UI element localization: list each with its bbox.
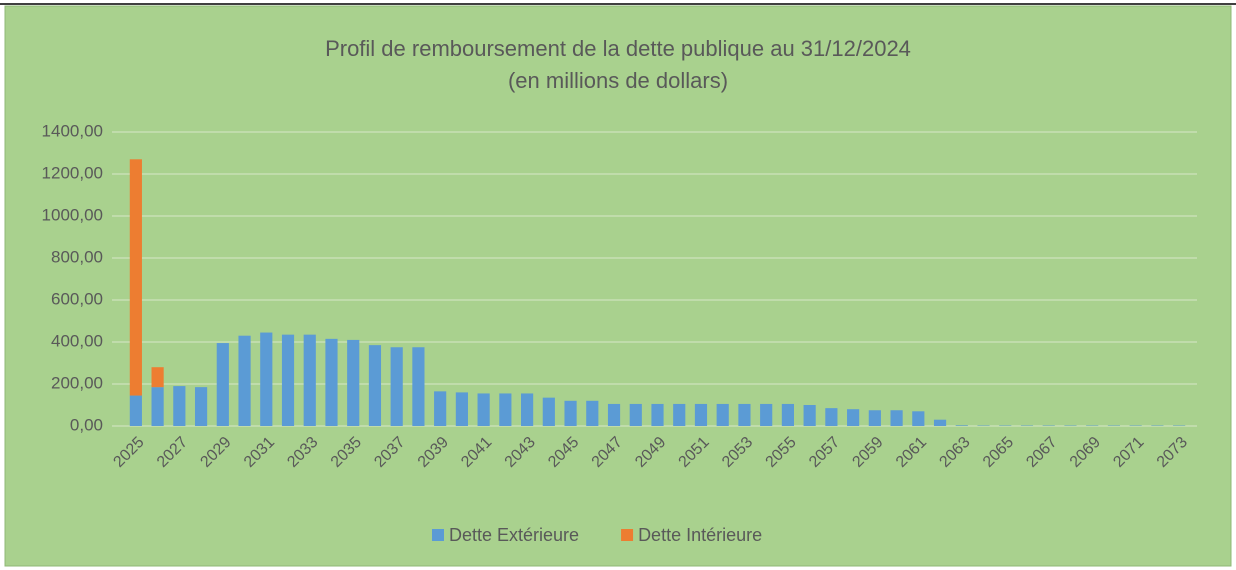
bar: [955, 425, 968, 426]
y-tick-label: 400,00: [51, 331, 103, 350]
bar: [542, 397, 555, 426]
bar: [129, 159, 142, 396]
bar: [434, 391, 447, 426]
y-tick-label: 1200,00: [42, 163, 103, 182]
bar: [803, 405, 816, 426]
y-tick-label: 800,00: [51, 247, 103, 266]
chart-title: Profil de remboursement de la dette publ…: [325, 36, 911, 61]
bar: [716, 403, 729, 426]
bar: [847, 409, 860, 426]
bar: [281, 334, 295, 426]
bar: [760, 403, 773, 426]
bar: [499, 393, 512, 426]
bar: [151, 387, 164, 426]
y-tick-label: 200,00: [51, 373, 103, 392]
bar: [890, 410, 903, 426]
legend-swatch: [621, 529, 634, 541]
bar: [564, 400, 577, 426]
bar: [173, 386, 186, 426]
bar: [194, 387, 208, 426]
bar: [825, 408, 838, 426]
bar: [368, 345, 382, 426]
bar: [412, 347, 425, 426]
bar: [477, 393, 490, 426]
bar: [912, 411, 925, 426]
legend-swatch: [432, 529, 444, 541]
legend-label: Dette Intérieure: [638, 525, 762, 545]
bar: [347, 339, 360, 426]
chart-background: [4, 5, 1232, 567]
y-tick-label: 1400,00: [42, 121, 103, 140]
legend-label: Dette Extérieure: [449, 525, 579, 545]
bar: [868, 410, 881, 426]
bar: [933, 419, 947, 426]
bar: [129, 395, 142, 426]
bar: [238, 335, 251, 426]
y-tick-label: 1000,00: [42, 205, 103, 224]
chart-subtitle: (en millions de dollars): [508, 68, 728, 93]
y-tick-label: 0,00: [70, 415, 103, 434]
bar: [521, 393, 534, 426]
bar: [781, 403, 794, 426]
bar: [455, 392, 468, 426]
bar: [694, 403, 708, 426]
bar: [738, 403, 751, 426]
bar: [607, 403, 621, 426]
bar: [586, 400, 599, 426]
bar: [629, 403, 642, 426]
bar: [151, 367, 164, 388]
y-tick-label: 600,00: [51, 289, 103, 308]
bar: [216, 343, 229, 426]
bar: [260, 332, 273, 426]
bar: [390, 347, 403, 426]
bar: [303, 334, 316, 426]
bar: [673, 403, 686, 426]
bar: [651, 403, 664, 426]
bar: [325, 338, 338, 426]
